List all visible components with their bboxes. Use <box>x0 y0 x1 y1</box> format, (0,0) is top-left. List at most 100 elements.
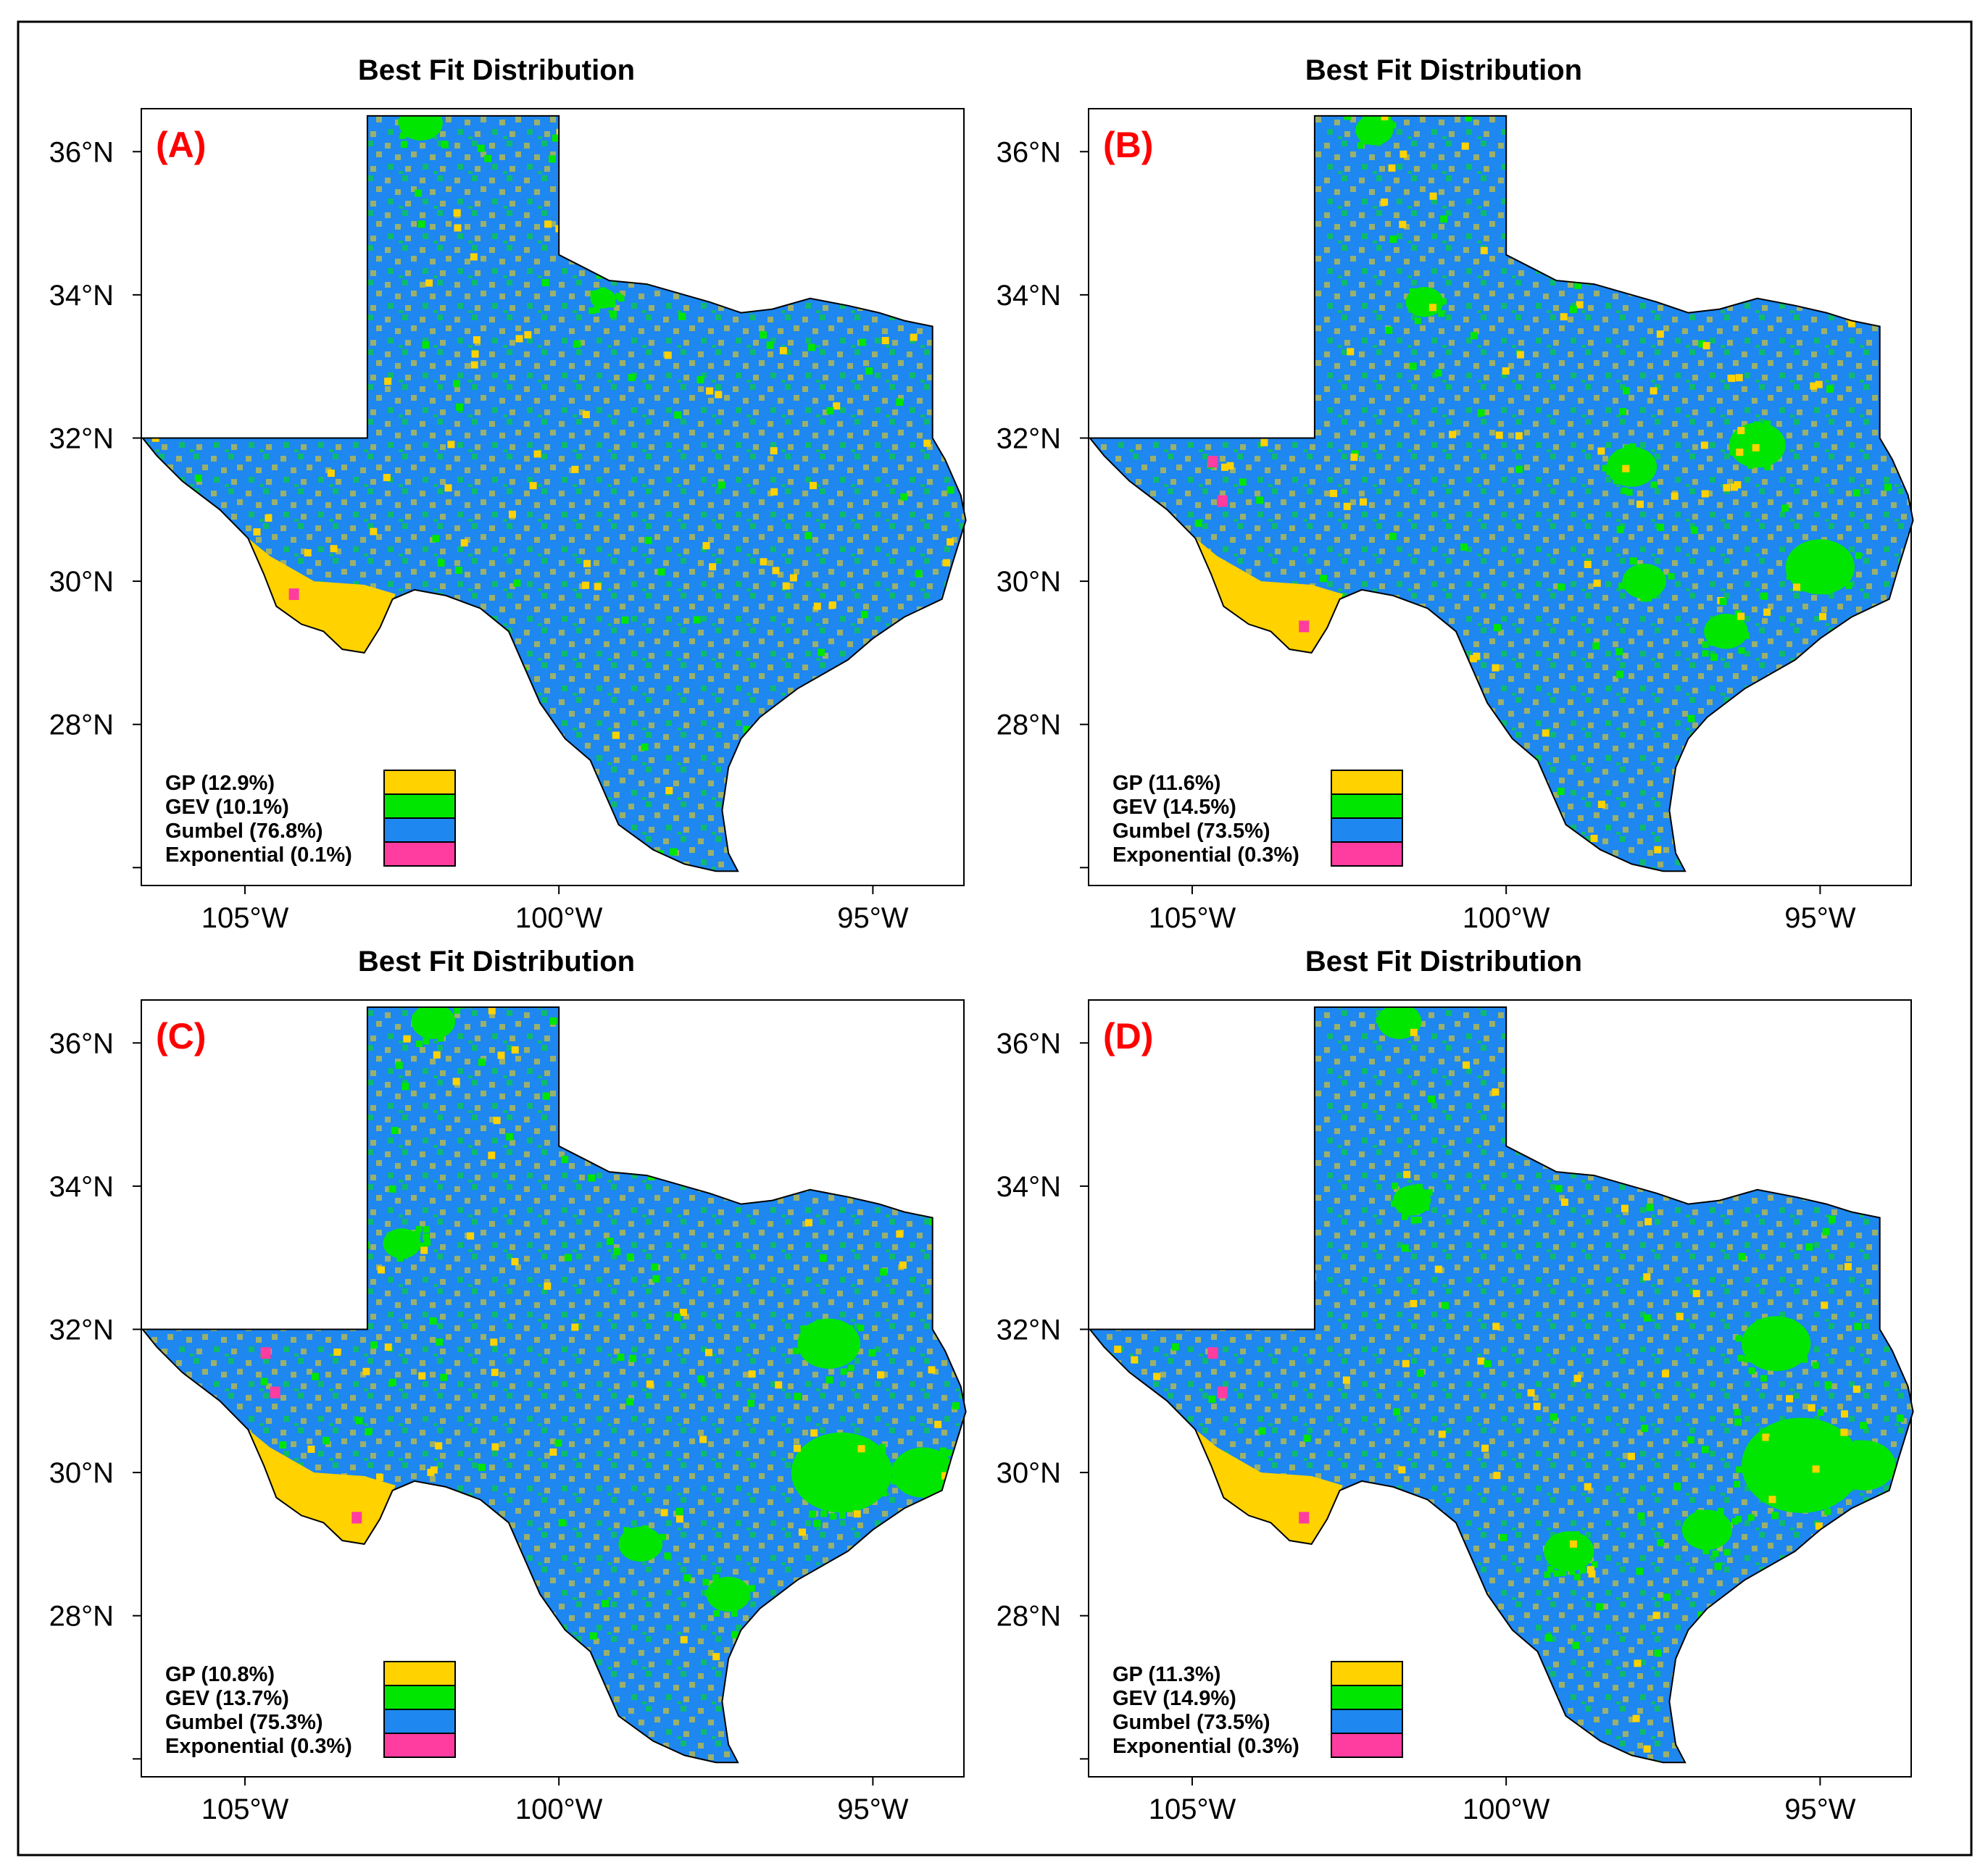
gev-cell <box>1687 1529 1694 1536</box>
grid-cell <box>1847 320 1855 328</box>
grid-cell <box>1632 1714 1640 1722</box>
grid-cell <box>383 474 391 482</box>
grid-cell <box>1526 176 1534 184</box>
grid-cell <box>825 1346 833 1354</box>
grid-cell <box>300 1115 308 1123</box>
grid-cell <box>1466 1672 1474 1680</box>
legend-swatch <box>1331 770 1403 795</box>
grid-cell <box>275 303 283 311</box>
grid-cell <box>1402 1631 1410 1639</box>
grid-cell <box>1388 164 1396 172</box>
grid-cell <box>943 559 951 567</box>
gev-cluster <box>797 1318 861 1369</box>
gev-cell <box>1426 1189 1433 1196</box>
grid-cell <box>1734 1418 1742 1426</box>
grid-cell <box>1434 369 1442 377</box>
gev-cell <box>712 1583 720 1591</box>
grid-cell <box>1494 624 1502 632</box>
gev-cell <box>1640 595 1647 602</box>
grid-cell <box>1637 1512 1645 1520</box>
grid-cell <box>910 333 918 341</box>
grid-cell <box>1868 800 1876 808</box>
grid-cell <box>915 1086 923 1094</box>
grid-cell <box>1786 1395 1794 1403</box>
grid-cell <box>567 858 575 866</box>
grid-cell <box>1438 1430 1446 1438</box>
grid-cell <box>444 484 452 492</box>
gev-cell <box>889 1466 896 1473</box>
grid-cell <box>934 1420 942 1428</box>
gev-cell <box>1753 421 1760 428</box>
grid-cell <box>1299 231 1307 239</box>
grid-cell <box>1671 492 1679 500</box>
grid-cell <box>1616 525 1624 533</box>
grid-cell <box>628 373 636 381</box>
y-tick-label: 36°N <box>997 1028 1061 1059</box>
grid-cell <box>432 535 440 543</box>
grid-cell <box>1698 340 1706 348</box>
grid-cell <box>564 1254 572 1262</box>
gev-cell <box>414 122 421 130</box>
grid-cell <box>1780 1091 1788 1099</box>
grid-cell <box>1656 330 1664 338</box>
grid-cell <box>1639 163 1647 171</box>
grid-cell <box>1590 835 1598 843</box>
grid-cell <box>896 1230 904 1238</box>
legend-swatch <box>1331 1661 1403 1686</box>
grid-cell <box>370 836 378 844</box>
gev-cell <box>1618 583 1626 590</box>
grid-cell <box>583 559 591 567</box>
grid-cell <box>1434 1596 1442 1604</box>
gev-cell <box>1645 595 1652 602</box>
gev-cell <box>1635 589 1642 596</box>
grid-cell <box>760 331 768 339</box>
speckle-area <box>142 1007 966 1763</box>
grid-cell <box>359 680 367 688</box>
grid-cell <box>1152 342 1160 350</box>
grid-cell <box>1481 1444 1489 1452</box>
gev-cell <box>1817 1409 1824 1416</box>
gev-cell <box>1744 1356 1751 1363</box>
grid-cell <box>346 1635 354 1643</box>
gev-cell <box>615 293 622 300</box>
grid-cell <box>549 1017 557 1025</box>
grid-cell <box>1480 246 1488 254</box>
grid-cell <box>326 201 334 209</box>
grid-cell <box>1574 1025 1582 1033</box>
grid-cell <box>1465 115 1473 122</box>
x-tick-label: 95°W <box>1784 1793 1855 1825</box>
grid-cell <box>571 1323 579 1331</box>
grid-cell <box>1428 304 1436 312</box>
grid-cell <box>1457 873 1465 880</box>
gev-cell <box>454 1007 461 1014</box>
grid-cell <box>1428 1095 1436 1103</box>
grid-cell <box>1401 1244 1409 1252</box>
grid-cell <box>610 831 618 839</box>
grid-cell <box>1815 380 1823 388</box>
grid-cell <box>664 351 672 359</box>
grid-cell <box>544 220 552 228</box>
grid-cell <box>1670 217 1678 225</box>
gev-cell <box>1719 638 1726 645</box>
grid-cell <box>1588 1570 1596 1578</box>
grid-cell <box>868 1605 876 1613</box>
grid-cell <box>1573 1375 1581 1383</box>
x-tick-label: 95°W <box>1784 902 1855 934</box>
grid-cell <box>1493 1472 1501 1480</box>
grid-cell <box>927 849 935 857</box>
gev-cell <box>1376 1017 1383 1024</box>
grid-cell <box>899 1261 907 1269</box>
gev-cell <box>1668 572 1675 580</box>
grid-cell <box>351 219 359 227</box>
grid-cell <box>1727 214 1735 222</box>
gev-cell <box>1573 1573 1581 1580</box>
gev-cell <box>1855 552 1862 559</box>
grid-cell <box>364 800 372 808</box>
grid-cell <box>220 541 228 549</box>
grid-cell <box>1410 1300 1418 1308</box>
gev-cell <box>458 1007 465 1009</box>
grid-cell <box>958 1185 966 1193</box>
grid-cell <box>791 697 799 705</box>
speckle-area <box>1089 1007 1913 1763</box>
gev-cell <box>423 1038 430 1045</box>
